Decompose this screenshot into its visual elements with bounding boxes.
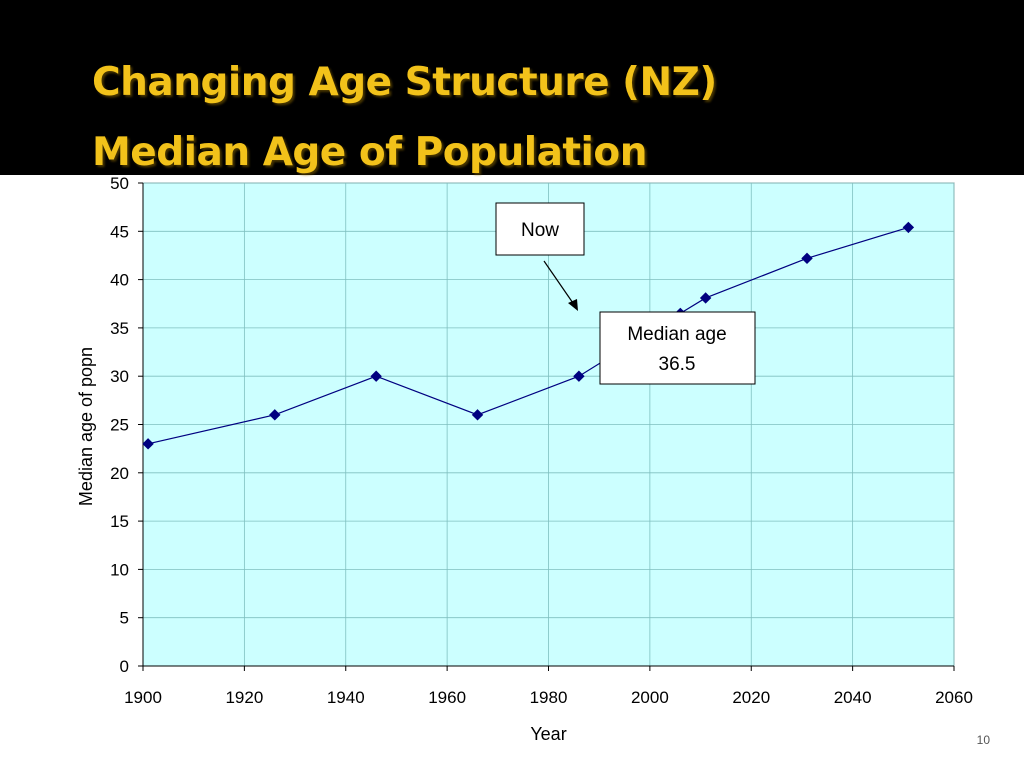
now-callout-box <box>495 202 585 256</box>
slide-subtitle: Median Age of Population <box>92 130 648 175</box>
y-tick-label: 15 <box>110 512 129 531</box>
x-tick-label: 2000 <box>631 688 669 707</box>
data-point-diamond <box>269 409 281 421</box>
y-tick-label: 50 <box>110 174 129 193</box>
y-tick-label: 10 <box>110 560 129 579</box>
data-point-diamond <box>902 221 915 234</box>
x-axis-ticks: 1900 1920 1940 1960 1980 2000 2020 2040 2060 <box>124 666 973 707</box>
y-tick-label: 25 <box>110 416 129 435</box>
median-callout-box <box>599 311 756 385</box>
y-tick-label: 0 <box>120 657 129 676</box>
y-tick-label: 5 <box>120 609 129 628</box>
data-point-diamond <box>142 438 154 450</box>
y-tick-label: 30 <box>110 367 129 386</box>
x-tick-label: 1980 <box>530 688 568 707</box>
slide-title: Changing Age Structure (NZ) <box>92 60 717 105</box>
median-callout-line1: Median age <box>627 324 726 345</box>
x-tick-label: 1940 <box>327 688 365 707</box>
now-callout-text: Now <box>521 220 559 241</box>
x-axis-label: Year <box>530 724 566 744</box>
data-point-diamond <box>573 370 585 382</box>
now-arrow-head-icon <box>568 299 578 311</box>
data-point-diamond <box>370 370 382 382</box>
median-callout-line2: 36.5 <box>659 354 696 375</box>
data-point-diamond <box>471 409 484 421</box>
y-tick-label: 45 <box>110 222 129 241</box>
x-tick-label: 1920 <box>225 688 263 707</box>
now-arrow <box>543 260 576 307</box>
page-number: 10 <box>976 733 990 747</box>
y-tick-label: 20 <box>110 464 129 483</box>
x-tick-label: 2040 <box>834 688 872 707</box>
title-band <box>0 0 1024 175</box>
x-tick-label: 1900 <box>124 688 162 707</box>
x-tick-label: 2020 <box>732 688 770 707</box>
y-axis-ticks: 0 5 10 15 20 25 30 35 40 45 50 <box>110 174 143 676</box>
data-point-diamond <box>801 252 813 265</box>
data-point-diamond <box>699 292 712 304</box>
y-tick-label: 40 <box>110 271 129 290</box>
y-axis-label: Median age of popn <box>76 347 96 506</box>
x-tick-label: 1960 <box>428 688 466 707</box>
y-tick-label: 35 <box>110 319 129 338</box>
x-tick-label: 2060 <box>935 688 973 707</box>
